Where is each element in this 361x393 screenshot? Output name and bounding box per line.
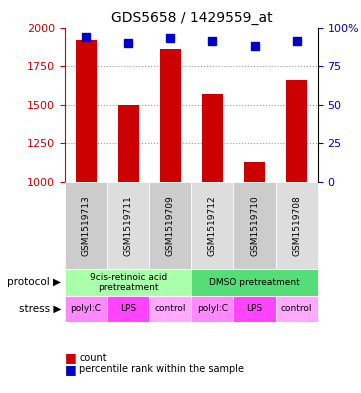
Title: GDS5658 / 1429559_at: GDS5658 / 1429559_at: [110, 11, 272, 25]
Text: polyI:C: polyI:C: [197, 305, 228, 314]
FancyBboxPatch shape: [234, 296, 275, 322]
FancyBboxPatch shape: [149, 296, 191, 322]
Bar: [202, 94, 223, 182]
Bar: [286, 80, 307, 182]
FancyBboxPatch shape: [191, 182, 234, 269]
FancyBboxPatch shape: [275, 296, 318, 322]
Text: control: control: [281, 305, 312, 314]
FancyBboxPatch shape: [65, 182, 107, 269]
Text: ■: ■: [65, 363, 77, 376]
Text: GSM1519711: GSM1519711: [124, 195, 132, 256]
Text: GSM1519709: GSM1519709: [166, 195, 175, 256]
FancyBboxPatch shape: [107, 182, 149, 269]
Text: count: count: [79, 353, 107, 363]
FancyBboxPatch shape: [107, 296, 149, 322]
Bar: [160, 49, 181, 182]
Text: percentile rank within the sample: percentile rank within the sample: [79, 364, 244, 375]
Text: GSM1519708: GSM1519708: [292, 195, 301, 256]
Text: LPS: LPS: [247, 305, 262, 314]
FancyBboxPatch shape: [149, 182, 191, 269]
Text: GSM1519710: GSM1519710: [250, 195, 259, 256]
Text: polyI:C: polyI:C: [70, 305, 101, 314]
FancyBboxPatch shape: [234, 182, 275, 269]
Text: DMSO pretreatment: DMSO pretreatment: [209, 278, 300, 287]
FancyBboxPatch shape: [65, 269, 191, 296]
Text: ■: ■: [65, 351, 77, 364]
Bar: [244, 162, 265, 182]
FancyBboxPatch shape: [275, 182, 318, 269]
FancyBboxPatch shape: [191, 296, 234, 322]
Bar: [75, 40, 96, 182]
Text: 9cis-retinoic acid
pretreatment: 9cis-retinoic acid pretreatment: [90, 273, 167, 292]
Text: protocol ▶: protocol ▶: [7, 277, 61, 287]
Bar: [118, 105, 139, 182]
Text: control: control: [155, 305, 186, 314]
FancyBboxPatch shape: [65, 296, 107, 322]
Text: GSM1519712: GSM1519712: [208, 195, 217, 256]
FancyBboxPatch shape: [191, 269, 318, 296]
Text: LPS: LPS: [120, 305, 136, 314]
Text: GSM1519713: GSM1519713: [82, 195, 91, 256]
Text: stress ▶: stress ▶: [19, 304, 61, 314]
